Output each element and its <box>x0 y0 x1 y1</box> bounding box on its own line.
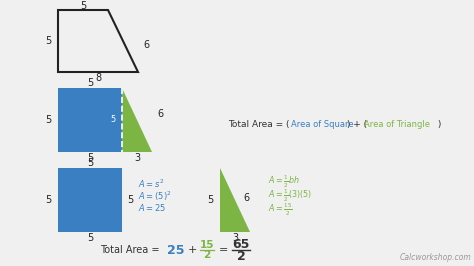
Text: 5: 5 <box>45 36 51 46</box>
Text: $A = s^2$: $A = s^2$ <box>138 178 164 190</box>
Polygon shape <box>220 168 250 232</box>
Text: +: + <box>187 245 197 255</box>
Text: 6: 6 <box>143 40 149 50</box>
Text: $A = 25$: $A = 25$ <box>138 202 166 213</box>
Text: Calcworkshop.com: Calcworkshop.com <box>400 253 472 263</box>
Text: 3: 3 <box>232 233 238 243</box>
Text: 5: 5 <box>127 195 133 205</box>
Polygon shape <box>58 88 122 152</box>
Text: 5: 5 <box>111 115 116 124</box>
Text: 5: 5 <box>87 153 93 163</box>
Text: 25: 25 <box>167 243 185 256</box>
Text: ) + (: ) + ( <box>344 120 367 129</box>
Text: Total Area =: Total Area = <box>228 120 283 129</box>
Polygon shape <box>122 88 152 152</box>
Text: 8: 8 <box>95 73 101 83</box>
Polygon shape <box>58 168 122 232</box>
Text: (: ( <box>286 120 295 129</box>
Text: 5: 5 <box>80 1 86 11</box>
Text: $A = \frac{1}{2}bh$: $A = \frac{1}{2}bh$ <box>268 174 300 190</box>
Text: 3: 3 <box>134 153 140 163</box>
Text: 2: 2 <box>237 250 246 263</box>
Text: Total Area =: Total Area = <box>100 245 159 255</box>
Text: 5: 5 <box>87 158 93 168</box>
Text: 6: 6 <box>243 193 249 203</box>
Text: $A = (5)^2$: $A = (5)^2$ <box>138 190 172 203</box>
Text: 5: 5 <box>45 115 51 125</box>
Text: $A = \frac{15}{2}$: $A = \frac{15}{2}$ <box>268 202 293 218</box>
Text: 5: 5 <box>87 78 93 88</box>
Text: 5: 5 <box>207 195 213 205</box>
Text: 5: 5 <box>45 195 51 205</box>
Text: 65: 65 <box>232 238 250 251</box>
Text: $A = \frac{1}{2}(3)(5)$: $A = \frac{1}{2}(3)(5)$ <box>268 188 312 204</box>
Text: ): ) <box>435 120 441 129</box>
Text: 15: 15 <box>200 240 214 250</box>
Text: 6: 6 <box>157 109 163 119</box>
Text: Area of Square: Area of Square <box>291 120 354 129</box>
Text: 2: 2 <box>203 250 210 260</box>
Text: 5: 5 <box>87 233 93 243</box>
Text: =: = <box>219 245 228 255</box>
Text: Area of Triangle: Area of Triangle <box>364 120 430 129</box>
